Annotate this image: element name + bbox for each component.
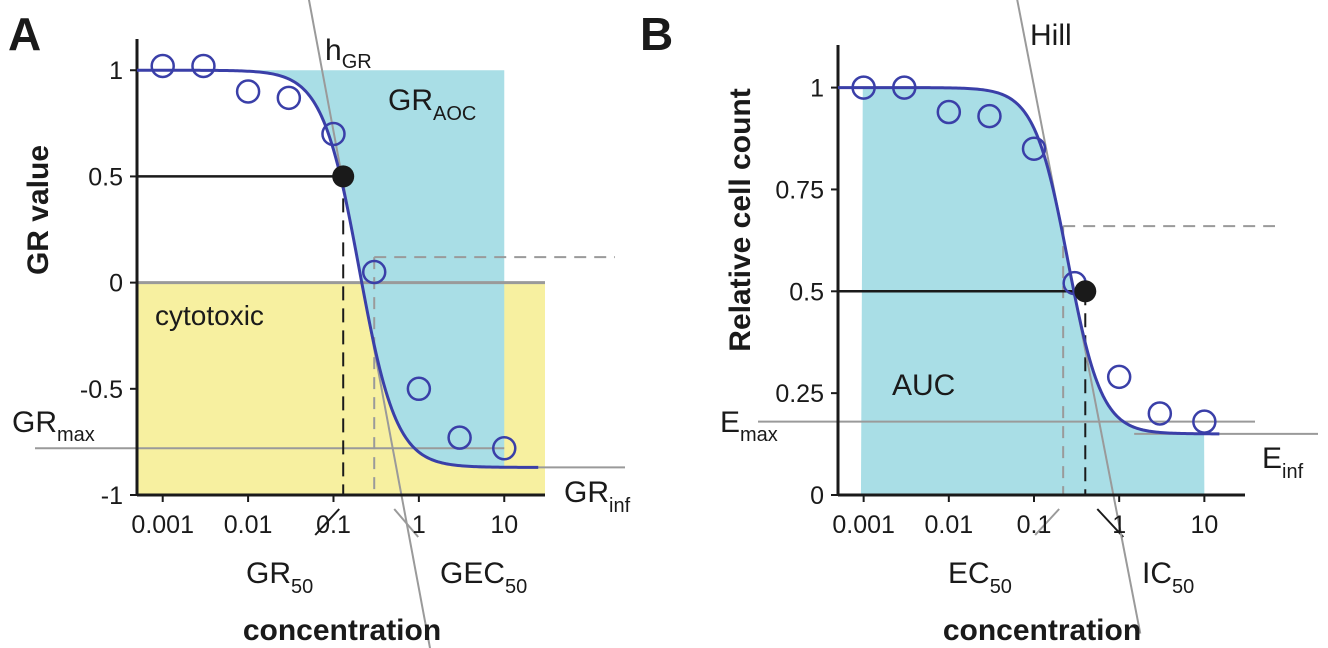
y-tick-label: 1 bbox=[810, 75, 824, 103]
ec50-label: EC50 bbox=[948, 557, 1012, 598]
y-tick-label: -0.5 bbox=[80, 376, 123, 404]
x-tick-label: 0.1 bbox=[1017, 511, 1052, 539]
panel-a-shading bbox=[137, 70, 545, 495]
panel-letter-a: A bbox=[8, 8, 41, 60]
y-axis-title-b: Relative cell count bbox=[724, 88, 757, 351]
y-tick-label: 0 bbox=[810, 482, 824, 510]
data-point bbox=[1106, 364, 1132, 390]
x-axis-title-a: concentration bbox=[243, 614, 441, 647]
panel-b-fit bbox=[838, 86, 1220, 436]
auc-label: AUC bbox=[892, 369, 955, 402]
data-point bbox=[1021, 136, 1047, 161]
data-point bbox=[851, 75, 876, 100]
half-max-marker bbox=[332, 165, 355, 188]
data-point bbox=[321, 121, 346, 147]
y-axis-title-a: GR value bbox=[22, 145, 55, 275]
gr50-leader bbox=[314, 508, 340, 536]
e-max-label: Emax bbox=[720, 406, 778, 446]
x-tick-label: 1 bbox=[412, 511, 426, 539]
y-tick-label: 0 bbox=[109, 270, 123, 298]
panel-b-tick-labels: 0.001 0.01 0.1 1 10 1 0.75 0.5 0.25 0 bbox=[775, 75, 1218, 539]
ic50-leader bbox=[1096, 508, 1125, 538]
y-tick-label: -1 bbox=[101, 482, 123, 510]
e-inf-label: Einf bbox=[1262, 442, 1304, 483]
x-tick-label: 10 bbox=[490, 511, 518, 539]
data-point bbox=[276, 85, 302, 111]
data-point bbox=[1192, 409, 1217, 434]
panel-b-points bbox=[851, 75, 1217, 434]
h-gr-label: hGR bbox=[325, 34, 372, 73]
y-tick-label: 0.5 bbox=[88, 163, 123, 191]
panel-a-axes bbox=[130, 39, 545, 502]
data-point bbox=[1147, 401, 1173, 426]
x-tick-label: 0.001 bbox=[131, 511, 194, 539]
fit-curve bbox=[838, 86, 1220, 436]
y-tick-label: 0.75 bbox=[775, 176, 824, 204]
x-tick-label: 0.01 bbox=[224, 511, 273, 539]
data-point bbox=[447, 425, 472, 450]
x-tick-label: 0.001 bbox=[832, 511, 895, 539]
half-max-marker bbox=[1074, 280, 1097, 303]
cytotoxic-label: cytotoxic bbox=[155, 300, 264, 331]
gr-aoc-region bbox=[137, 70, 505, 468]
gr-aoc-label: GRAOC bbox=[388, 84, 476, 125]
data-point bbox=[361, 259, 387, 285]
x-tick-label: 0.1 bbox=[316, 511, 351, 539]
gr-max-label: GRmax bbox=[12, 406, 95, 446]
panel-letter-b: B bbox=[640, 8, 673, 60]
gr-inf-label: GRinf bbox=[564, 476, 631, 517]
x-tick-label: 0.01 bbox=[924, 511, 973, 539]
gr50-label: GR50 bbox=[246, 557, 313, 598]
x-tick-label: 10 bbox=[1190, 511, 1218, 539]
fit-curve bbox=[137, 68, 539, 469]
gec50-label: GEC50 bbox=[440, 557, 527, 598]
y-tick-label: 0.25 bbox=[775, 380, 824, 408]
y-tick-label: 1 bbox=[109, 57, 123, 85]
data-point bbox=[492, 436, 517, 461]
data-point bbox=[150, 53, 175, 79]
panel-a-fit bbox=[137, 68, 539, 469]
ic50-label: IC50 bbox=[1142, 557, 1194, 598]
hill-label: Hill bbox=[1030, 19, 1072, 52]
panel-a-tick-labels: 0.001 0.01 0.1 1 10 1 0.5 0 -0.5 -1 bbox=[80, 57, 518, 539]
panel-a-points bbox=[150, 53, 517, 461]
panel-a: A 0.001 0.01 0.1 1 10 1 0.5 0 -0.5 -1 hGR GRAOC c… bbox=[8, 0, 631, 648]
data-point bbox=[235, 79, 261, 104]
y-tick-label: 0.5 bbox=[789, 278, 824, 306]
panel-b-axes bbox=[831, 45, 1245, 502]
x-tick-label: 1 bbox=[1112, 511, 1126, 539]
data-point bbox=[936, 99, 962, 125]
data-point bbox=[977, 103, 1002, 129]
data-point bbox=[191, 53, 216, 79]
data-point bbox=[892, 75, 917, 100]
ec50-leader bbox=[1034, 508, 1060, 536]
x-axis-title-b: concentration bbox=[943, 614, 1141, 647]
data-point bbox=[406, 376, 432, 402]
